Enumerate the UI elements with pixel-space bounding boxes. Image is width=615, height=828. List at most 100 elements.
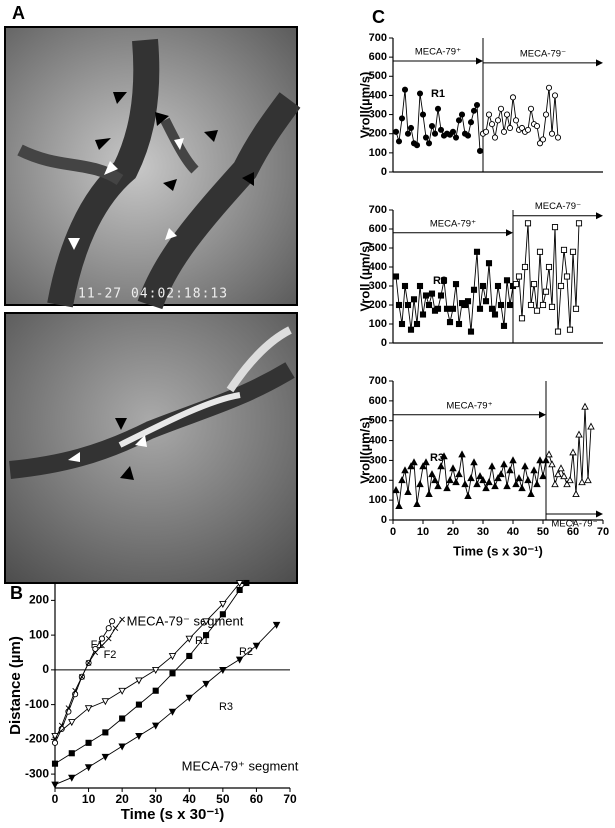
y-tick-label: 300 — [369, 108, 387, 120]
point — [572, 305, 580, 312]
point — [581, 402, 589, 410]
y-tick-label: -200 — [25, 732, 49, 746]
point — [551, 480, 559, 488]
x-tick-label: 30 — [149, 792, 163, 806]
point — [467, 119, 475, 126]
point — [243, 579, 250, 587]
arrow-head — [596, 59, 603, 67]
x-tick-label: 10 — [82, 792, 96, 806]
x-tick-label: 50 — [216, 792, 230, 806]
point — [524, 220, 532, 227]
point — [404, 488, 412, 496]
arrow-head — [596, 510, 603, 518]
point — [404, 301, 412, 309]
point — [503, 111, 511, 118]
point — [422, 134, 430, 141]
y-tick-label: 200 — [29, 593, 49, 607]
point — [416, 90, 424, 97]
point — [446, 319, 454, 326]
point — [437, 462, 445, 470]
point — [536, 456, 544, 464]
point — [168, 708, 177, 716]
point — [497, 301, 505, 309]
point — [98, 635, 106, 642]
point — [398, 320, 406, 328]
y-tick-label: 0 — [381, 337, 387, 349]
point — [572, 490, 580, 498]
point — [554, 328, 562, 335]
point — [186, 652, 193, 660]
y-tick-label: 100 — [369, 494, 387, 506]
point — [533, 480, 541, 488]
point — [68, 774, 76, 782]
point — [479, 282, 487, 290]
point — [101, 698, 110, 706]
point — [437, 126, 445, 133]
point — [185, 635, 194, 643]
point — [118, 687, 126, 695]
point — [118, 743, 126, 751]
point — [509, 94, 517, 101]
y-tick-label: 0 — [42, 662, 49, 676]
point — [476, 305, 484, 312]
x-tick-label: 40 — [507, 526, 519, 538]
point — [407, 326, 415, 333]
point — [419, 462, 427, 470]
x-tick-label: 50 — [537, 526, 549, 538]
point — [428, 123, 436, 130]
point — [515, 474, 523, 482]
point — [398, 115, 406, 122]
point — [497, 470, 505, 478]
point — [428, 290, 436, 297]
point — [482, 484, 490, 492]
point — [219, 600, 227, 608]
point — [536, 248, 544, 255]
panel-label: C — [372, 7, 385, 27]
point — [560, 246, 568, 253]
y-tick-label: 700 — [369, 204, 387, 216]
point — [527, 301, 535, 309]
y-tick-label: 700 — [369, 375, 387, 387]
y-tick-label: 0 — [381, 166, 387, 178]
y-tick-label: 600 — [369, 223, 387, 235]
point — [467, 474, 475, 482]
point — [428, 470, 436, 478]
point — [443, 305, 451, 312]
point — [392, 486, 400, 494]
annotation: MECA-79⁺ — [430, 218, 476, 229]
point — [506, 466, 514, 474]
point — [497, 105, 505, 112]
point — [473, 248, 481, 255]
point — [485, 260, 493, 267]
point — [494, 117, 502, 124]
point — [202, 618, 210, 626]
point — [135, 733, 143, 741]
y-tick-label: 200 — [369, 474, 387, 486]
x-tick-label: 20 — [115, 792, 129, 806]
y-tick-label: -300 — [25, 766, 49, 780]
point — [101, 753, 110, 761]
x-tick-label: 60 — [567, 526, 579, 538]
point — [452, 134, 460, 141]
point — [491, 311, 499, 318]
y-tick-label: 400 — [369, 261, 387, 273]
point — [551, 92, 559, 99]
point — [425, 140, 433, 147]
y-tick-label: 500 — [369, 70, 387, 82]
point — [252, 642, 261, 650]
series-line — [54, 582, 240, 737]
point — [151, 722, 160, 730]
point — [109, 618, 116, 625]
point — [542, 288, 550, 295]
y-tick-label: 500 — [369, 415, 387, 427]
point — [587, 422, 595, 430]
point — [500, 128, 508, 135]
point — [105, 635, 112, 642]
point — [135, 701, 142, 708]
point — [79, 673, 85, 680]
point — [419, 111, 427, 118]
y-tick-label: 100 — [369, 318, 387, 330]
point — [503, 482, 511, 490]
point — [236, 586, 243, 593]
point — [416, 480, 424, 488]
